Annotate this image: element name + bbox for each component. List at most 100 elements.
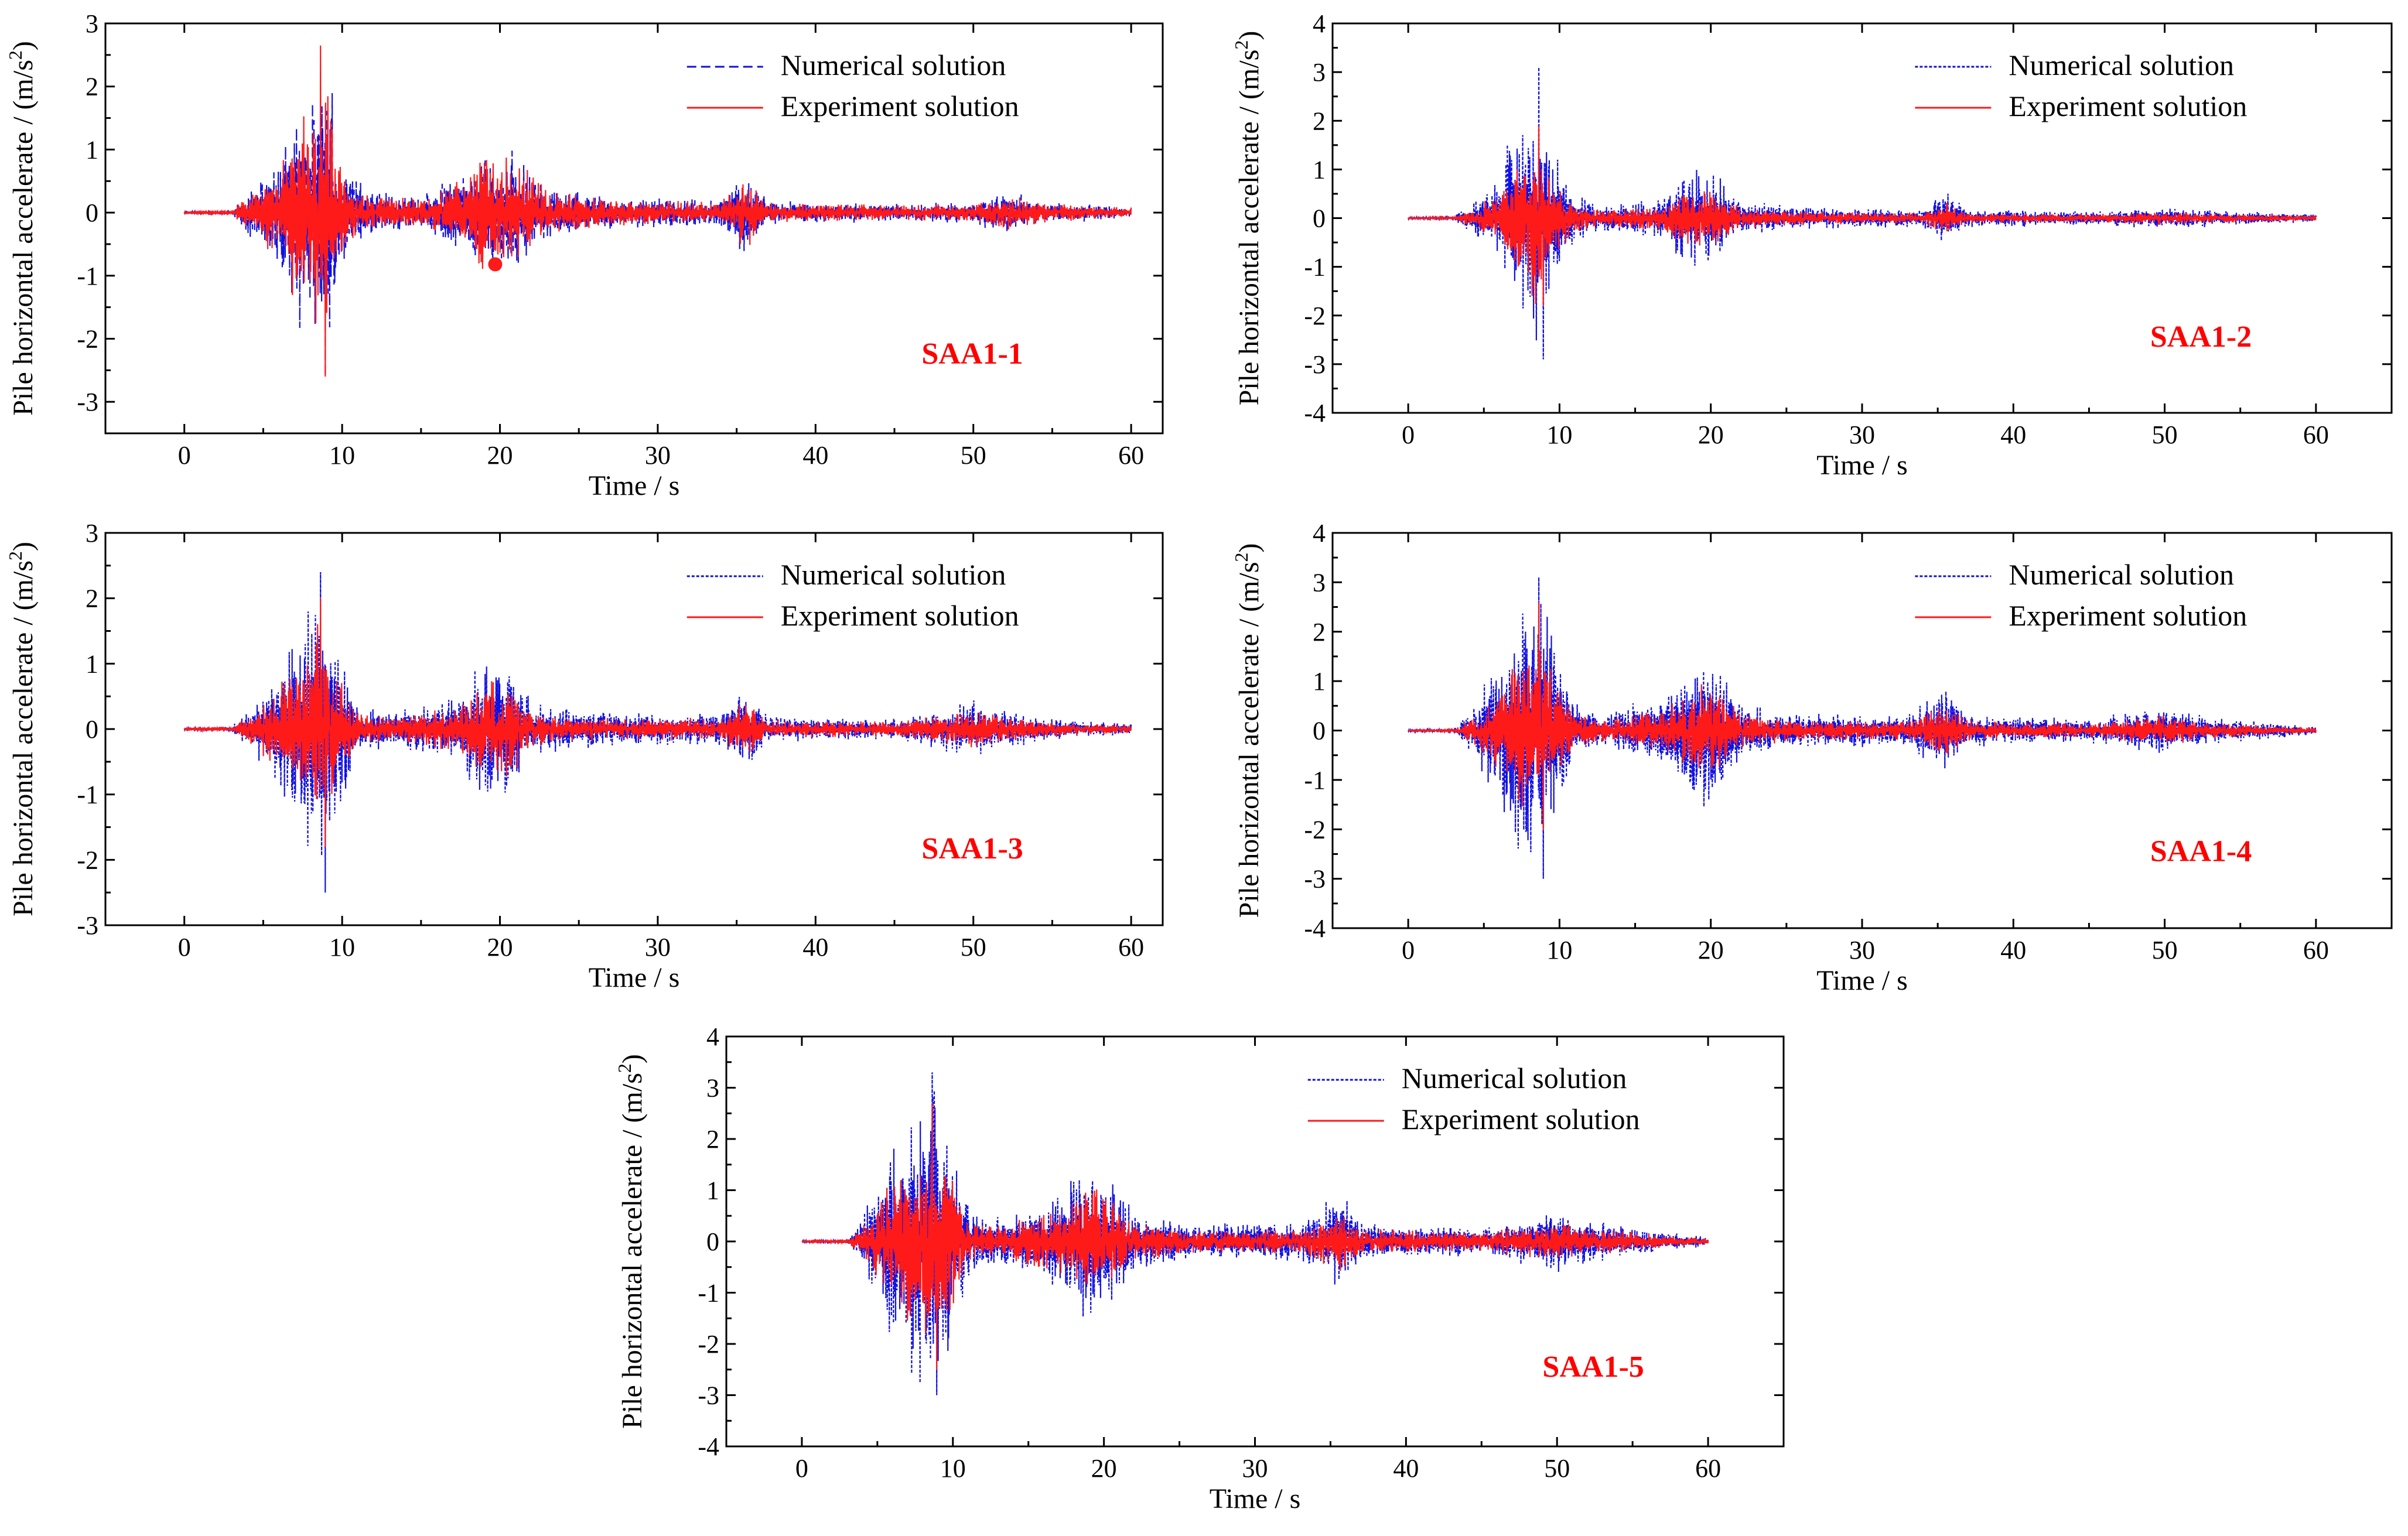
legend: Numerical solution Experiment solution xyxy=(686,558,1019,632)
y-tick-label: 4 xyxy=(706,1022,719,1051)
legend-label-experiment: Experiment solution xyxy=(781,90,1019,122)
y-axis-label-close: ) xyxy=(1234,31,1265,40)
y-tick-label: -1 xyxy=(698,1279,719,1308)
panel-label: SAA1-3 xyxy=(921,832,1023,866)
y-tick-label: 3 xyxy=(1313,58,1326,87)
legend-label-numerical: Numerical solution xyxy=(2009,558,2234,591)
x-axis-label: Time / s xyxy=(1816,450,1908,481)
y-tick-label: 3 xyxy=(1313,568,1326,597)
x-tick-label: 50 xyxy=(2152,936,2178,964)
x-tick-label: 20 xyxy=(1698,420,1724,449)
series-line-experiment xyxy=(183,598,1132,847)
y-tick-label: 2 xyxy=(706,1125,719,1154)
y-tick-label: 3 xyxy=(86,9,98,38)
y-tick-label: -3 xyxy=(77,911,98,940)
x-tick-label: 50 xyxy=(1544,1454,1570,1483)
x-tick-label: 60 xyxy=(2303,420,2329,449)
y-tick-label: 1 xyxy=(86,135,98,164)
y-tick-label: -4 xyxy=(1304,914,1326,943)
chart-panel-3: 0 10 20 30 40 50 60 -3 -2 -1 0 1 2 3 Time / s Pile hori… xyxy=(5,519,1164,993)
y-tick-label: -1 xyxy=(77,781,98,809)
legend: Numerical solution Experiment solution xyxy=(1915,49,2247,122)
x-axis-label: Time / s xyxy=(1816,965,1908,996)
y-axis-label: Pile horizontal accelerate / (m/s2) xyxy=(1231,543,1265,918)
x-tick-label: 0 xyxy=(178,441,191,470)
x-tick-label: 20 xyxy=(487,441,513,470)
x-tick-label: 40 xyxy=(1393,1454,1419,1483)
x-tick-label: 60 xyxy=(1695,1454,1721,1483)
legend: Numerical solution Experiment solution xyxy=(686,49,1019,122)
x-tick-label: 60 xyxy=(1118,441,1144,470)
y-axis-label-close: ) xyxy=(8,542,39,551)
legend-label-experiment: Experiment solution xyxy=(2009,599,2247,632)
y-axis-label-main: Pile horizontal accelerate / (m/s xyxy=(1234,50,1265,406)
y-axis-label: Pile horizontal accelerate / (m/s2) xyxy=(614,1054,648,1429)
y-tick-label: 0 xyxy=(86,199,98,227)
y-axis-label: Pile horizontal accelerate / (m/s2) xyxy=(1231,31,1265,406)
chart-panel-1: 0 10 20 30 40 50 60 -3 -2 -1 0 1 2 3 Time / s Pile hori… xyxy=(5,9,1164,501)
legend-label-numerical: Numerical solution xyxy=(781,49,1006,81)
x-tick-label: 30 xyxy=(645,441,671,470)
y-tick-label: 0 xyxy=(706,1227,719,1256)
x-tick-label: 30 xyxy=(1849,936,1875,964)
panel-label: SAA1-2 xyxy=(2150,320,2252,354)
legend-label-numerical: Numerical solution xyxy=(781,558,1006,591)
y-tick-label: 2 xyxy=(86,73,98,101)
y-axis-label-superscript: 2 xyxy=(614,1063,635,1073)
y-axis-label-main: Pile horizontal accelerate / (m/s xyxy=(8,60,39,416)
x-tick-label: 30 xyxy=(1849,420,1875,449)
legend-label-numerical: Numerical solution xyxy=(1402,1062,1627,1094)
y-tick-label: 3 xyxy=(706,1074,719,1103)
y-axis-label-main: Pile horizontal accelerate / (m/s xyxy=(617,1073,648,1429)
y-tick-label: 1 xyxy=(86,649,98,678)
y-axis-label: Pile horizontal accelerate / (m/s2) xyxy=(5,542,39,916)
y-tick-label: 2 xyxy=(1313,107,1326,135)
x-tick-label: 20 xyxy=(487,933,513,962)
x-tick-label: 0 xyxy=(795,1454,808,1483)
chart-panel-5: 0 10 20 30 40 50 60 -4 -3 -2 -1 0 1 2 3 4 Time / s Pile h… xyxy=(614,1022,1785,1514)
y-tick-label: -2 xyxy=(77,324,98,353)
y-tick-label: 3 xyxy=(86,519,98,548)
x-tick-label: 20 xyxy=(1698,936,1724,964)
series-line-experiment xyxy=(183,45,1132,377)
series-line-experiment xyxy=(1408,602,2317,830)
y-tick-label: -3 xyxy=(698,1381,719,1410)
y-axis-label-main: Pile horizontal accelerate / (m/s xyxy=(8,560,39,916)
legend-label-experiment: Experiment solution xyxy=(1402,1103,1640,1135)
x-tick-label: 50 xyxy=(961,441,986,470)
legend-label-numerical: Numerical solution xyxy=(2009,49,2234,81)
x-tick-label: 10 xyxy=(329,441,355,470)
series-line-experiment xyxy=(1408,125,2317,306)
y-axis-label-superscript: 2 xyxy=(5,551,26,560)
y-tick-label: 1 xyxy=(706,1176,719,1205)
x-tick-label: 60 xyxy=(1118,933,1144,962)
y-tick-label: -4 xyxy=(698,1432,719,1461)
x-tick-label: 20 xyxy=(1091,1454,1117,1483)
y-tick-label: -2 xyxy=(77,846,98,874)
x-axis-label: Time / s xyxy=(589,962,680,993)
y-tick-label: 4 xyxy=(1313,9,1326,38)
x-tick-label: 0 xyxy=(178,933,191,962)
y-tick-label: -3 xyxy=(1304,350,1326,379)
y-tick-label: 0 xyxy=(1313,717,1326,745)
y-tick-label: -2 xyxy=(1304,815,1326,844)
y-axis-label-close: ) xyxy=(1234,543,1265,553)
y-axis-label-superscript: 2 xyxy=(5,50,26,60)
y-tick-label: -3 xyxy=(77,388,98,416)
panel-label: SAA1-4 xyxy=(2150,834,2252,868)
y-axis-label-main: Pile horizontal accelerate / (m/s xyxy=(1234,562,1265,918)
x-tick-label: 50 xyxy=(2152,420,2178,449)
chart-panel-4: 0 10 20 30 40 50 60 -4 -3 -2 -1 0 1 2 3 4 Time / s Pile h… xyxy=(1231,519,2393,996)
series-line-experiment xyxy=(801,1103,1709,1370)
x-tick-label: 10 xyxy=(1546,936,1572,964)
legend-label-experiment: Experiment solution xyxy=(2009,90,2247,122)
y-axis-label-superscript: 2 xyxy=(1231,553,1252,562)
y-tick-label: 4 xyxy=(1313,519,1326,548)
x-tick-label: 30 xyxy=(645,933,671,962)
y-tick-label: -2 xyxy=(698,1330,719,1359)
y-tick-label: -3 xyxy=(1304,865,1326,894)
y-tick-label: 0 xyxy=(86,715,98,744)
data-marker xyxy=(488,257,503,272)
x-tick-label: 40 xyxy=(802,441,828,470)
